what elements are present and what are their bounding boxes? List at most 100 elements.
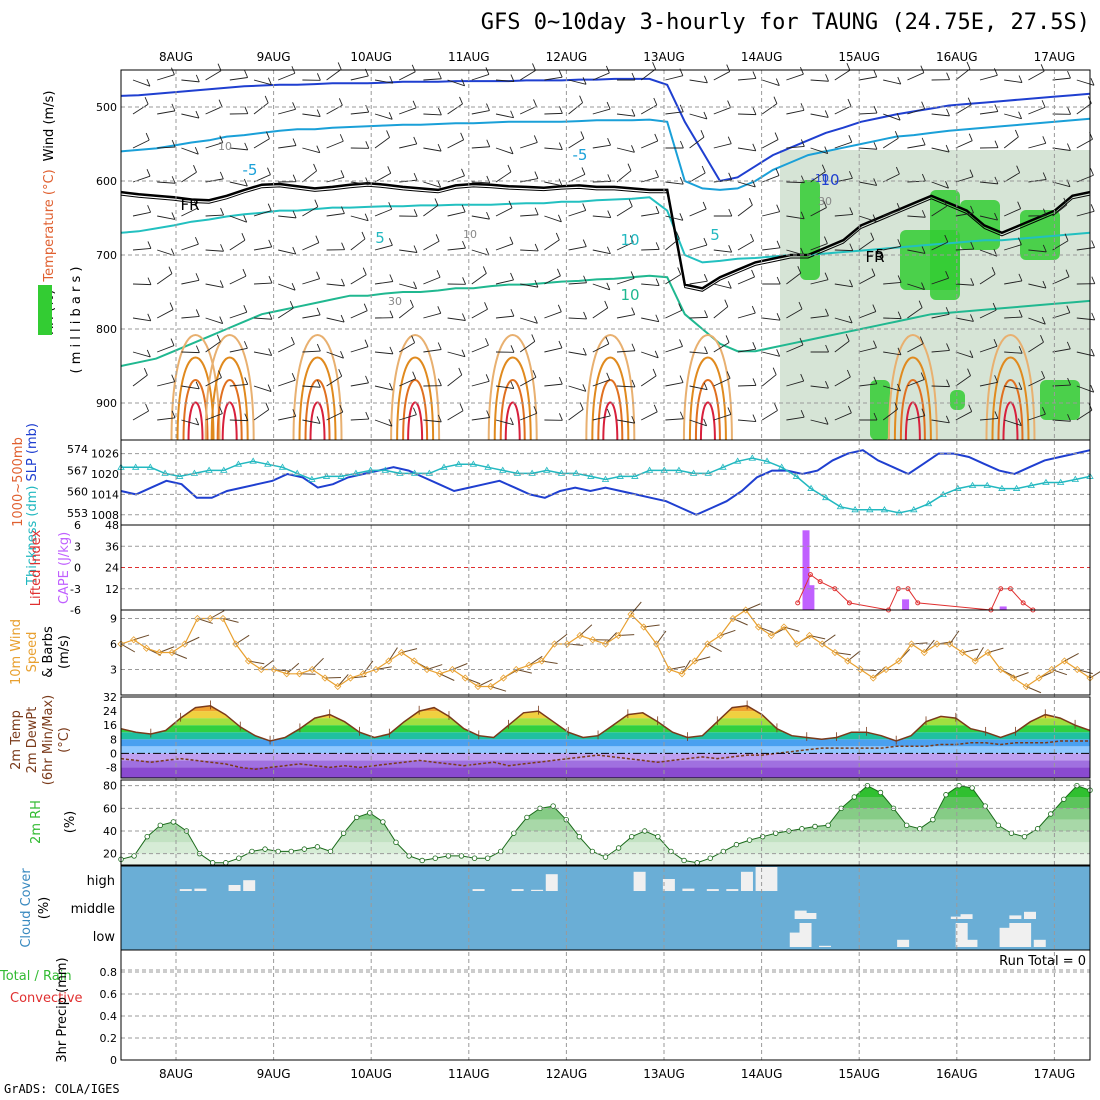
temp-band	[121, 718, 1090, 726]
upper-wind-barb-feather	[267, 384, 272, 392]
upper-wind-barb	[519, 341, 536, 353]
upper-wind-barb	[229, 275, 247, 285]
upper-wind-barb-feather	[921, 408, 926, 416]
precip-tick: 0	[110, 1054, 117, 1067]
upper-wind-barb-feather	[675, 231, 680, 239]
upper-wind-barb	[205, 249, 224, 252]
upper-wind-barb	[229, 147, 248, 151]
warm-isotherm-loop	[694, 379, 721, 440]
upper-wind-barb	[398, 342, 415, 353]
cape-tick: 24	[105, 562, 119, 575]
rh-high-area	[900, 230, 960, 290]
cape-bar	[802, 530, 810, 610]
rh2m-point	[589, 848, 596, 855]
rh2m-point	[720, 848, 727, 855]
upper-wind-barb-feather	[800, 247, 805, 256]
upper-wind-barb	[979, 249, 998, 257]
upper-wind-barb	[616, 350, 635, 353]
upper-wind-barb	[641, 140, 658, 149]
cloud-level-label: low	[93, 930, 116, 945]
upper-wind-barb	[737, 384, 757, 387]
rh2m-point	[314, 844, 321, 850]
upper-wind-barb	[641, 176, 659, 183]
upper-wind-barb-feather	[728, 172, 733, 180]
upper-wind-barb	[278, 108, 296, 115]
upper-wind-barb-feather	[605, 65, 610, 74]
isotherm-minus5	[121, 117, 1090, 191]
upper-wind-barb	[689, 79, 708, 84]
upper-wind-barb-feather	[704, 346, 708, 354]
thickness-ylabel-2: Thickness (dm)	[25, 486, 40, 586]
cape-tick: 48	[105, 519, 119, 532]
upper-wind-barb	[858, 76, 877, 81]
upper-wind-barb-feather	[652, 61, 656, 70]
upper-wind-barb	[1076, 174, 1094, 183]
lifted-index-point	[846, 600, 852, 606]
upper-wind-barb-feather	[268, 312, 273, 320]
upper-wind-barb	[1076, 210, 1095, 217]
thickness-tick: 567	[67, 464, 88, 477]
upper-wind-barb-feather	[437, 143, 442, 152]
upper-wind-barb	[592, 343, 610, 353]
upper-wind-barb-feather	[946, 72, 951, 80]
upper-wind-barb-feather	[897, 239, 902, 247]
upper-wind-barb-feather	[389, 274, 394, 282]
rh2m-point	[930, 816, 936, 823]
upper-wind-barb	[374, 208, 392, 217]
upper-wind-barb-feather	[316, 271, 321, 279]
upper-wind-barb-feather	[1067, 377, 1071, 386]
upper-wind-barb-feather	[389, 382, 393, 391]
upper-wind-barb-feather	[533, 99, 537, 107]
upper-wind-barb	[737, 113, 757, 116]
upper-wind-barb-feather	[751, 305, 756, 314]
upper-wind-barb-feather	[679, 411, 684, 419]
upper-wind-barb	[229, 383, 248, 387]
upper-wind-barb	[302, 419, 321, 424]
wind-speed-marker	[193, 614, 202, 623]
bottom-date-label: 12AUG	[546, 1067, 588, 1081]
upper-wind-barb-feather	[413, 245, 418, 253]
upper-wind-barb	[834, 249, 853, 252]
upper-wind-barb-feather	[1042, 208, 1047, 216]
upper-wind-barb	[810, 147, 828, 154]
cape-ylabel: Lifted Index CAPE (J/kg)	[29, 529, 72, 606]
wind-speed-marker	[933, 640, 941, 648]
upper-wind-barb-feather	[1014, 129, 1019, 138]
wind-barb	[528, 655, 543, 666]
upper-wind-barb-feather	[897, 311, 902, 319]
upper-wind-barb-feather	[533, 406, 538, 414]
rh2m-point	[903, 822, 910, 829]
thickness-marker	[587, 472, 595, 479]
rh-band	[121, 831, 1090, 843]
wind-barb	[579, 624, 593, 636]
upper-wind-barb-feather	[462, 277, 467, 285]
upper-wind-barb-feather	[727, 136, 732, 144]
t2m-ylabel-part: 2m DewPt	[25, 707, 40, 774]
contour-label: -5	[573, 146, 588, 164]
temp-band	[121, 760, 1090, 768]
upper-wind-barb-feather	[461, 78, 466, 87]
upper-wind-barb-feather	[895, 166, 900, 175]
thickness-marker	[366, 466, 375, 473]
thickness-marker	[308, 475, 316, 482]
upper-wind-barb	[447, 79, 465, 87]
upper-wind-barb	[979, 215, 998, 221]
upper-wind-barb	[810, 79, 829, 82]
upper-wind-barb	[181, 147, 199, 155]
wind-speed-marker	[385, 657, 393, 665]
upper-wind-barb	[955, 283, 974, 286]
upper-wind-barb	[616, 278, 635, 285]
upper-wind-barb-feather	[847, 98, 852, 107]
upper-wind-barb-feather	[776, 276, 781, 285]
upper-wind-barb-feather	[509, 146, 514, 155]
panel-frame-t2m	[120, 696, 1091, 779]
wind-speed-marker	[181, 640, 189, 648]
upper-wind-barb-feather	[558, 413, 563, 421]
cloud-high-bar	[228, 885, 241, 891]
thickness-marker	[880, 506, 889, 513]
upper-wind-barb	[931, 181, 949, 189]
wind-speed-marker	[882, 665, 890, 674]
lifted-index-point	[915, 600, 921, 606]
upper-ylabel-part: Wind (m/s)	[42, 91, 57, 162]
upper-wind-barb	[205, 341, 221, 353]
